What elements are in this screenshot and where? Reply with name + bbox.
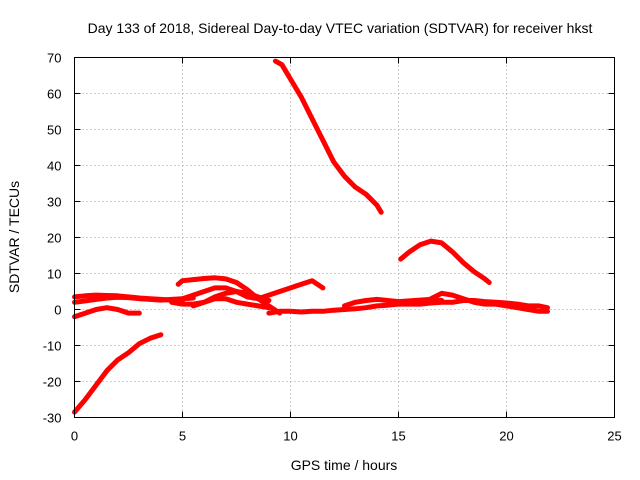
x-tick-label: 25 [607,429,621,444]
series-line-sat-cross-midday [190,289,272,309]
y-tick-label: 50 [47,123,61,138]
y-tick-label: 60 [47,87,61,102]
y-tick-label: 20 [47,231,61,246]
series-line-sat-flat-afternoon-1 [266,299,455,316]
series-line-sat-descending-high [272,58,384,215]
series-group [72,58,550,415]
grid [74,57,615,418]
series-line-sat-flat-morning-2 [72,305,142,320]
y-tick-label: -20 [43,375,62,390]
series-line-sat-ascending-low [72,332,164,415]
series-line-sat-flat-morning-3 [72,294,196,305]
tick-marks [74,57,615,418]
x-tick-label: 20 [499,429,513,444]
chart-title: Day 133 of 2018, Sidereal Day-to-day VTE… [88,20,593,36]
y-tick-label: 40 [47,159,61,174]
x-axis-label: GPS time / hours [291,457,398,473]
y-tick-label: -10 [43,339,62,354]
series-line-sat-arc-afternoon [398,238,492,285]
y-tick-label: 70 [47,51,61,66]
y-tick-labels: -30 -20 -10 0 10 20 30 40 50 60 70 [43,51,62,426]
series-line-sat-wave-midday [180,278,326,302]
x-tick-label: 10 [283,429,297,444]
series-line-sat-flat-afternoon-2 [342,296,445,309]
x-tick-label: 5 [179,429,186,444]
series-line-sat-flat-afternoon-4 [450,298,550,311]
y-tick-label: 10 [47,267,61,282]
x-tick-labels: 0 5 10 15 20 25 [71,429,622,444]
x-tick-label: 15 [391,429,405,444]
y-tick-label: 0 [54,303,61,318]
series-line-sat-mix-midday [169,296,272,311]
x-tick-label: 0 [71,429,78,444]
y-tick-label: -30 [43,411,62,426]
y-axis-label: SDTVAR / TECUs [6,181,22,293]
y-tick-label: 30 [47,195,61,210]
series-line-sat-bump-midday [175,275,283,316]
